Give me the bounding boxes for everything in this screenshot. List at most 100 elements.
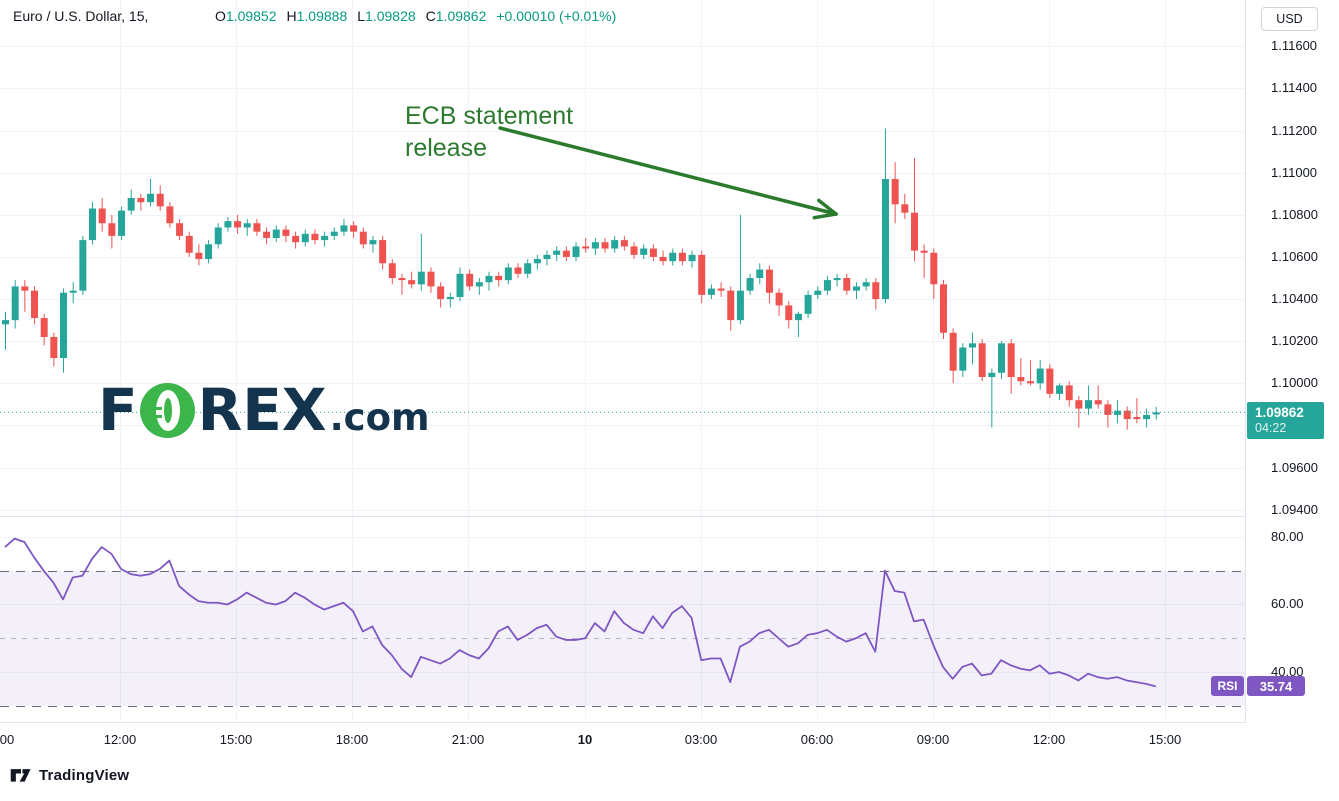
price-axis-label: 1.10400	[1271, 291, 1318, 307]
candle-body	[1056, 385, 1064, 394]
candle-body	[127, 197, 135, 211]
rsi-value-badge: 35.74	[1247, 676, 1305, 697]
candle-body	[620, 240, 628, 247]
candle-body	[669, 252, 677, 262]
candle-body	[311, 233, 319, 241]
candle-body	[398, 278, 406, 281]
candle-body	[930, 252, 938, 285]
price-axis-label: 1.09400	[1271, 501, 1318, 517]
candle-body	[524, 263, 532, 274]
candle-body	[166, 206, 174, 224]
candle-body	[176, 223, 184, 236]
last-price-value: 1.09862	[1255, 405, 1304, 421]
candle-body	[234, 221, 242, 228]
candle-body	[591, 242, 599, 249]
candle-body	[765, 269, 773, 293]
candle-body	[321, 235, 329, 241]
candle-body	[11, 286, 19, 321]
candle-body	[688, 254, 696, 262]
candle-body	[137, 197, 145, 203]
candle-body	[359, 231, 367, 245]
candle-body	[601, 242, 609, 249]
candle-body	[543, 254, 551, 260]
time-axis-label: 21:00	[451, 732, 485, 747]
candle-body	[920, 250, 928, 253]
candle-body	[969, 343, 976, 348]
candle-body	[1065, 385, 1073, 401]
time-axis-label: 15:00	[1148, 732, 1182, 747]
rsi-axis-label: 60.00	[1271, 596, 1304, 612]
candle-body	[98, 208, 106, 224]
price-change: +0.00010 (+0.01%)	[496, 8, 617, 24]
candle-body	[263, 231, 271, 238]
candle-body	[40, 318, 48, 337]
price-axis-label: 1.11200	[1271, 122, 1318, 138]
candle-body	[253, 223, 261, 232]
candle-body	[959, 347, 967, 371]
candle-body	[69, 290, 77, 293]
forex-logo-rex: REX	[197, 376, 327, 444]
price-axis-label: 1.10200	[1271, 333, 1318, 349]
candle-body	[562, 250, 570, 257]
ohlc-high: H1.09888	[286, 8, 348, 24]
candle-body	[736, 290, 744, 321]
tradingview-label: TradingView	[39, 766, 130, 784]
bar-countdown: 04:22	[1255, 421, 1287, 436]
candle-body	[998, 343, 1006, 373]
candle-body	[60, 292, 68, 359]
candle-body	[31, 290, 39, 319]
rsi-label-badge: RSI	[1211, 676, 1244, 697]
candle-body	[630, 246, 638, 255]
candle-body	[678, 252, 686, 262]
candle-body	[504, 267, 512, 281]
candle-body	[1143, 414, 1151, 420]
candle-body	[427, 271, 435, 287]
price-axis[interactable]: USD 1.09862 04:22 35.74 1.11600 1.11400 1.…	[1246, 0, 1339, 757]
annotation-arrowhead	[812, 212, 838, 220]
candle-body	[881, 179, 889, 300]
price-axis-label: 1.10600	[1271, 248, 1318, 264]
candle-body	[485, 275, 493, 283]
tradingview-icon	[10, 769, 31, 782]
time-axis-label: 06:00	[800, 732, 834, 747]
candle-body	[118, 210, 126, 236]
price-axis-label: 1.09600	[1271, 459, 1318, 475]
candle-body	[185, 235, 193, 253]
footer-brand[interactable]: TradingView	[10, 766, 129, 784]
candle-body	[243, 223, 251, 228]
forex-watermark: F REX .com	[98, 381, 430, 439]
candle-body	[446, 296, 454, 300]
candle-body	[408, 280, 416, 285]
candle-body	[611, 240, 619, 249]
candle-body	[89, 208, 97, 241]
candle-body	[1114, 410, 1122, 415]
candle-body	[330, 231, 338, 236]
time-axis-label: 03:00	[684, 732, 718, 747]
time-axis[interactable]: 00 12:00 15:00 18:00 21:00 10 03:00 06:00 09:00 1…	[0, 723, 1246, 757]
forex-logo-com: .com	[329, 396, 430, 439]
candle-body	[156, 193, 164, 207]
candle-body	[901, 204, 909, 213]
rsi-axis-label: 80.00	[1271, 528, 1304, 544]
forex-logo-f: F	[98, 376, 138, 444]
candle-body	[862, 282, 870, 287]
currency-toggle-button[interactable]: USD	[1261, 7, 1318, 31]
candle-body	[823, 280, 831, 291]
candle-body	[891, 179, 899, 205]
candle-body	[949, 332, 957, 371]
candle-body	[79, 240, 87, 291]
time-axis-label: 09:00	[916, 732, 950, 747]
candle-body	[1046, 368, 1054, 394]
candle-body	[50, 336, 58, 359]
candle-body	[214, 227, 222, 245]
candle-body	[301, 233, 309, 243]
candle-body	[775, 292, 783, 306]
candle-body	[475, 282, 483, 287]
candle-body	[659, 256, 667, 262]
price-axis-label: 1.11400	[1271, 80, 1318, 96]
candle-body	[272, 229, 280, 238]
candle-body	[553, 250, 561, 255]
symbol-title: Euro / U.S. Dollar, 15,	[13, 8, 149, 24]
